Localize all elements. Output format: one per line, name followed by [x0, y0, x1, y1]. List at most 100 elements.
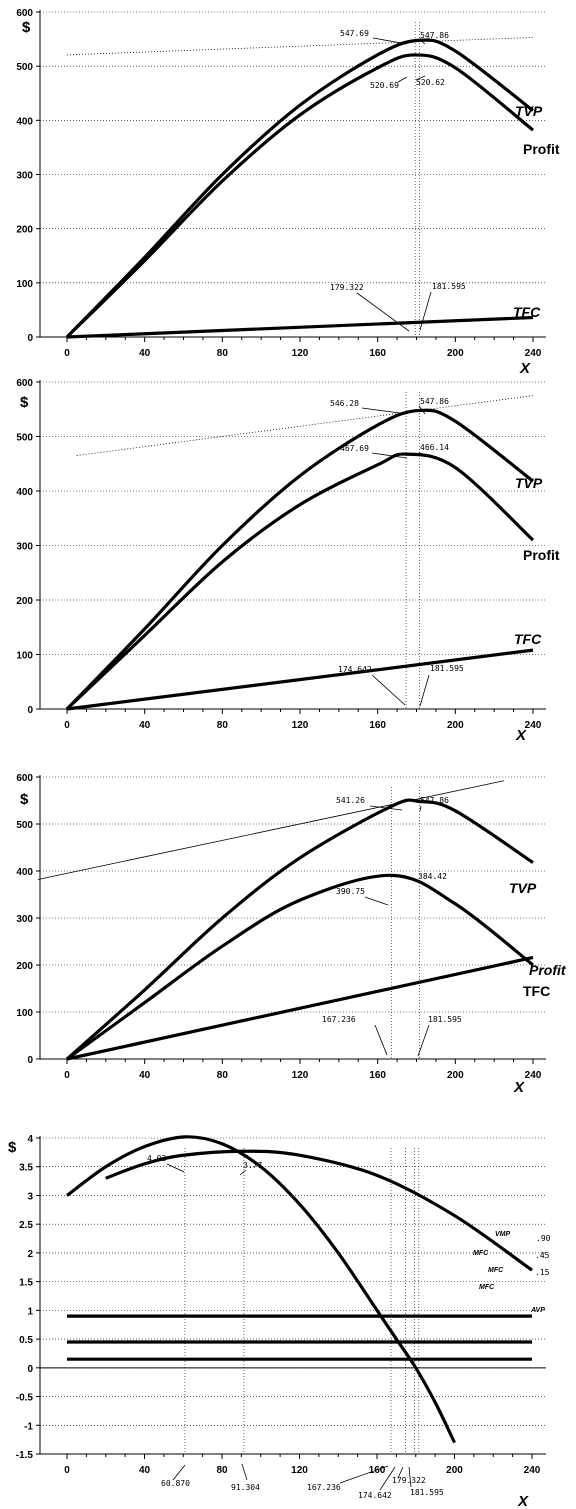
annotation-label: .90	[536, 1234, 551, 1243]
x-tick-label: 160	[369, 1465, 386, 1476]
annotation-label: 167.236	[307, 1483, 341, 1492]
x-tick-label: 80	[217, 720, 229, 731]
leader-line	[374, 1024, 388, 1056]
y-axis-title: $	[8, 1139, 17, 1156]
y-tick-label: 2.5	[19, 1220, 33, 1231]
y-tick-label: 0	[27, 705, 33, 716]
annotation-label: 174.642	[358, 1491, 392, 1500]
y-tick-label: 400	[16, 867, 33, 878]
x-tick-label: 240	[525, 348, 542, 359]
x-tick-label: 0	[64, 720, 70, 731]
x-tick-label: 240	[524, 1465, 541, 1476]
y-tick-label: 500	[16, 62, 33, 73]
leader-line	[418, 451, 426, 458]
y-tick-label: 600	[16, 378, 33, 389]
leader-line	[419, 805, 422, 812]
annotation-label: 181.595	[410, 1488, 444, 1497]
leader-line	[339, 1465, 389, 1484]
leader-line	[364, 896, 389, 906]
x-tick-label: 160	[369, 1070, 386, 1081]
leader-line	[369, 805, 403, 811]
y-tick-label: 0.5	[19, 1335, 33, 1346]
x-tick-label: 40	[139, 348, 151, 359]
y-tick-label: 3.5	[19, 1163, 33, 1174]
y-tick-label: 300	[16, 542, 33, 553]
annotation-label: 466.14	[420, 443, 449, 452]
x-axis-title: X	[515, 727, 527, 744]
y-axis-title: $	[20, 791, 29, 808]
x-tick-label: 160	[369, 348, 386, 359]
series-label: TFC	[523, 983, 550, 999]
leader-line	[417, 1024, 430, 1057]
y-tick-label: 0	[27, 1364, 33, 1375]
y-axis-title: $	[22, 19, 31, 36]
series-tvp-line	[65, 38, 534, 339]
x-tick-label: 160	[369, 720, 386, 731]
leader-line	[418, 405, 426, 415]
y-tick-label: 500	[16, 433, 33, 444]
x-tick-label: 120	[292, 720, 309, 731]
y-tick-label: 100	[16, 1008, 33, 1019]
y-tick-label: -0.5	[16, 1393, 34, 1404]
annotation-label: 547.86	[420, 796, 449, 805]
annotation-label: 181.595	[428, 1015, 462, 1024]
reference-line-3	[37, 780, 504, 880]
chart-panel-1: 0 100 200 300 400 500 600 0 40 80 120 160 200 240 $ X TV…	[16, 8, 560, 377]
annotation-label: 60.870	[161, 1479, 190, 1488]
series-tfc-line	[66, 955, 534, 1061]
series-label: TFC	[513, 304, 541, 320]
x-tick-label: 200	[447, 720, 464, 731]
series-tvp-line	[65, 408, 534, 711]
series-vmp-line	[66, 1135, 456, 1444]
y-tick-label: 100	[16, 651, 33, 662]
y-tick-label: 1.5	[19, 1278, 33, 1289]
y-tick-label: 0	[27, 1055, 33, 1066]
x-tick-label: 40	[139, 1070, 151, 1081]
x-axis-title: X	[519, 360, 531, 377]
leader-line	[239, 1169, 247, 1176]
y-tick-label: 3	[27, 1191, 33, 1202]
leader-line	[172, 1464, 186, 1481]
x-tick-label: 40	[139, 720, 151, 731]
annotation-label: 546.28	[330, 399, 359, 408]
leader-line	[241, 1463, 248, 1481]
x-axis-title: X	[513, 1079, 525, 1096]
y-tick-label: 400	[16, 116, 33, 127]
y-tick-label: 300	[16, 914, 33, 925]
series-label: Profit	[523, 547, 560, 563]
leader-line	[371, 674, 406, 706]
y-tick-label: 300	[16, 171, 33, 182]
reference-line-3	[66, 37, 534, 56]
leader-line	[397, 1466, 404, 1479]
annotation-label: 179.322	[330, 283, 364, 292]
x-tick-label: 80	[217, 348, 229, 359]
series-label: TVP	[509, 880, 537, 896]
x-tick-label: 80	[217, 1070, 229, 1081]
y-tick-label: -1.5	[16, 1450, 34, 1461]
x-tick-label: 0	[64, 1070, 70, 1081]
y-tick-label: 1	[27, 1306, 33, 1317]
annotation-label: 520.62	[416, 78, 445, 87]
y-tick-label: 600	[16, 8, 33, 19]
leader-line	[397, 76, 408, 83]
annotation-label: 467.69	[340, 444, 369, 453]
annotation-label: 547.86	[420, 397, 449, 406]
x-tick-label: 120	[292, 348, 309, 359]
leader-line	[419, 291, 432, 331]
x-tick-label: 120	[291, 1465, 308, 1476]
leader-line	[415, 75, 426, 81]
chart-panel-2: 0 100 200 300 400 500 600 0 40 80 120 160 200 240 $ X TV…	[16, 378, 560, 744]
series-profit-line	[65, 452, 535, 711]
series-tfc-line	[66, 315, 534, 339]
leader-line	[407, 877, 417, 882]
series-label: TVP	[515, 475, 543, 491]
x-axis-title: X	[517, 1493, 529, 1509]
x-tick-label: 200	[447, 1070, 464, 1081]
x-tick-label: 120	[292, 1070, 309, 1081]
y-tick-label: 200	[16, 225, 33, 236]
y-tick-label: 4	[27, 1134, 33, 1145]
annotation-label: 91.304	[231, 1483, 260, 1492]
annotation-label: 179.322	[392, 1476, 426, 1485]
series-avp-line	[105, 1149, 533, 1272]
